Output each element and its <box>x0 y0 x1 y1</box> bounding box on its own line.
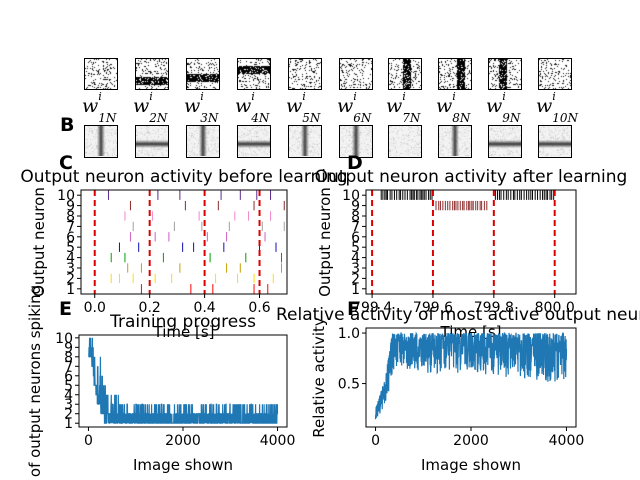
learned-weight-10 <box>538 125 572 158</box>
y-tick-label-e: 9 <box>64 340 73 356</box>
y-tick-label-c: 6 <box>66 230 75 246</box>
weight-label-2: w i 2N <box>133 90 168 125</box>
weight-label-6: w i 6N <box>337 90 372 125</box>
y-axis-label-f: Relative activity <box>310 317 328 438</box>
y-tick-label-d: 5 <box>351 240 360 256</box>
input-pattern-5 <box>288 58 322 90</box>
x-tick-label-f: 2000 <box>453 433 489 449</box>
input-pattern-7 <box>388 58 422 90</box>
y-tick-label-d: 7 <box>351 219 360 235</box>
y-tick-label-c: 8 <box>66 209 75 225</box>
y-tick-label-d: 10 <box>342 188 360 204</box>
series-line-e <box>88 337 279 424</box>
x-tick-label-e: 0 <box>84 433 93 449</box>
axes-frame-d <box>365 189 577 295</box>
panel-label-e: E <box>59 298 72 320</box>
x-tick-label-d: 799.4 <box>352 300 392 316</box>
y-tick-label-d: 6 <box>351 230 360 246</box>
y-tick-label-c: 5 <box>66 240 75 256</box>
learned-weight-3 <box>186 125 220 158</box>
y-tick-label-d: 4 <box>351 251 360 267</box>
learned-weight-9 <box>488 125 522 158</box>
y-axis-label-c: Output neuron <box>30 187 48 297</box>
y-tick-label-c: 4 <box>66 251 75 267</box>
y-tick-label-c: 1 <box>66 282 75 298</box>
y-tick-label-c: 10 <box>57 188 75 204</box>
x-tick-label-f: 4000 <box>549 433 585 449</box>
y-tick-label-e: 10 <box>55 331 73 347</box>
x-tick-label-e: 2000 <box>165 433 201 449</box>
y-tick-label-e: 3 <box>64 397 73 413</box>
y-tick-label-e: 8 <box>64 350 73 366</box>
x-axis-label-e: Image shown <box>133 456 233 474</box>
x-axis-label-c: Time [s] <box>153 323 215 341</box>
y-tick-label-e: 6 <box>64 369 73 385</box>
learned-weight-1 <box>84 125 118 158</box>
learned-weight-6 <box>339 125 373 158</box>
weight-label-5: w i 5N <box>286 90 321 125</box>
y-tick-label-e: 7 <box>64 359 73 375</box>
y-tick-label-f: 0.5 <box>338 377 360 393</box>
x-tick-label-c: 0.4 <box>193 300 215 316</box>
x-tick-label-c: 0.6 <box>248 300 270 316</box>
y-tick-label-d: 8 <box>351 209 360 225</box>
input-pattern-9 <box>488 58 522 90</box>
learned-weight-7 <box>388 125 422 158</box>
chart-title-e: Training progress <box>109 312 256 332</box>
input-pattern-8 <box>438 58 472 90</box>
weight-label-1: w i 1N <box>82 90 117 125</box>
learned-weight-5 <box>288 125 322 158</box>
input-pattern-6 <box>339 58 373 90</box>
chart-title-f: Relative activity of most active output … <box>276 305 640 325</box>
y-tick-label-e: 4 <box>64 388 73 404</box>
y-tick-label-f: 1.0 <box>338 326 360 342</box>
x-tick-label-c: 0.2 <box>139 300 161 316</box>
y-tick-label-c: 2 <box>66 271 75 287</box>
weight-label-10: w i 10N <box>536 90 579 125</box>
y-tick-label-c: 9 <box>66 199 75 215</box>
x-tick-label-c: 0.0 <box>84 300 106 316</box>
x-tick-label-f: 0 <box>371 433 380 449</box>
series-line-f <box>374 331 568 420</box>
y-tick-label-d: 3 <box>351 261 360 277</box>
weight-label-8: w i 8N <box>436 90 471 125</box>
y-axis-label-d: Output neuron <box>316 187 334 297</box>
input-pattern-10 <box>538 58 572 90</box>
x-tick-label-e: 4000 <box>260 433 296 449</box>
weight-label-3: w i 3N <box>184 90 219 125</box>
x-tick-label-d: 799.8 <box>474 300 514 316</box>
y-tick-label-d: 2 <box>351 271 360 287</box>
x-tick-label-d: 800.0 <box>535 300 575 316</box>
panel-label-f: F <box>347 298 360 320</box>
y-tick-label-d: 1 <box>351 282 360 298</box>
x-tick-label-d: 799.6 <box>413 300 453 316</box>
learned-weight-8 <box>438 125 472 158</box>
weight-label-9: w i 9N <box>486 90 521 125</box>
chart-title-d: Output neuron activity after learning <box>315 167 628 187</box>
panel-label-b: B <box>60 114 75 136</box>
weight-label-4: w i 4N <box>235 90 270 125</box>
input-pattern-3 <box>186 58 220 90</box>
input-pattern-4 <box>237 58 271 90</box>
learned-weight-2 <box>135 125 169 158</box>
panel-label-d: D <box>347 152 363 174</box>
chart-title-c: Output neuron activity before learning <box>20 167 347 187</box>
y-tick-label-e: 2 <box>64 407 73 423</box>
y-tick-label-c: 3 <box>66 261 75 277</box>
panel-label-c: C <box>59 152 73 174</box>
input-pattern-2 <box>135 58 169 90</box>
y-axis-label-e: of output neurons spiking <box>26 285 44 477</box>
weight-label-7: w i 7N <box>386 90 421 125</box>
learned-weight-4 <box>237 125 271 158</box>
axes-frame-c <box>80 189 288 295</box>
y-tick-label-e: 5 <box>64 378 73 394</box>
input-pattern-1 <box>84 58 118 90</box>
y-tick-label-e: 1 <box>64 416 73 432</box>
y-tick-label-d: 9 <box>351 199 360 215</box>
y-tick-label-c: 7 <box>66 219 75 235</box>
x-axis-label-f: Image shown <box>421 456 521 474</box>
